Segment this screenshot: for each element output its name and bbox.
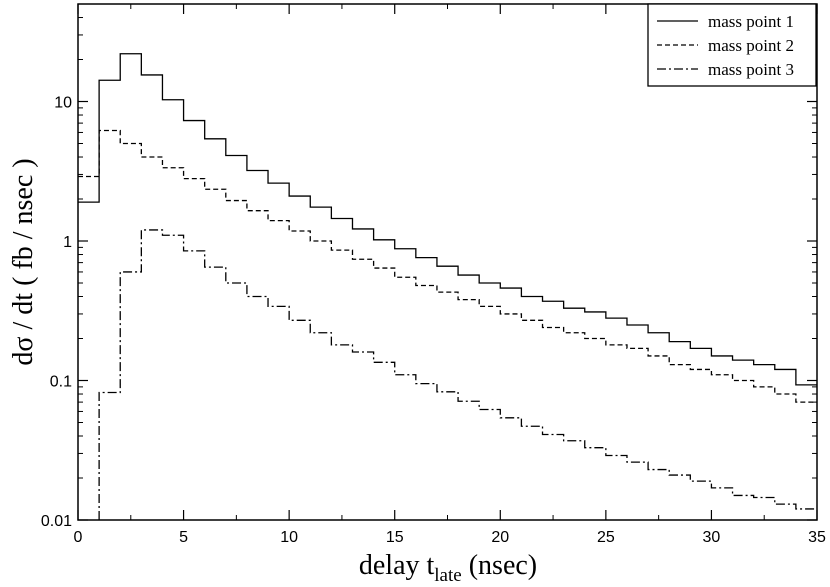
x-tick-label: 15 bbox=[386, 529, 404, 546]
series-line-1 bbox=[78, 53, 817, 386]
x-axis-title-subscript: late bbox=[434, 565, 461, 586]
y-tick-label: 0.01 bbox=[41, 513, 72, 530]
series-line-2 bbox=[78, 129, 817, 403]
legend-label-1: mass point 1 bbox=[708, 12, 794, 31]
x-axis-title-main: delay t bbox=[359, 550, 435, 581]
legend: mass point 1 mass point 2 mass point 3 bbox=[647, 3, 817, 87]
x-tick-label: 25 bbox=[597, 529, 615, 546]
legend-entries: mass point 1 mass point 2 mass point 3 bbox=[657, 12, 794, 79]
x-axis-title-unit: (nsec) bbox=[462, 550, 537, 581]
x-axis-title: delay tlate (nsec) bbox=[359, 550, 537, 586]
series-layer bbox=[78, 53, 817, 520]
y-axis-title: dσ / dt ( fb / nsec ) bbox=[8, 158, 39, 365]
series-line-3 bbox=[98, 229, 817, 520]
x-tick-label: 10 bbox=[280, 529, 298, 546]
x-tick-label: 20 bbox=[491, 529, 509, 546]
x-tick-label: 0 bbox=[74, 529, 83, 546]
x-axis: 0 5 10 15 20 25 30 35 bbox=[74, 4, 826, 546]
y-axis: 0.01 0.1 1 10 bbox=[41, 17, 817, 530]
legend-label-3: mass point 3 bbox=[708, 60, 794, 79]
x-tick-label: 5 bbox=[179, 529, 188, 546]
y-tick-label: 10 bbox=[54, 95, 72, 112]
y-tick-label: 0.1 bbox=[50, 374, 72, 391]
legend-label-2: mass point 2 bbox=[708, 36, 794, 55]
y-tick-label: 1 bbox=[63, 234, 72, 251]
x-tick-label: 30 bbox=[703, 529, 721, 546]
x-tick-label: 35 bbox=[808, 529, 826, 546]
